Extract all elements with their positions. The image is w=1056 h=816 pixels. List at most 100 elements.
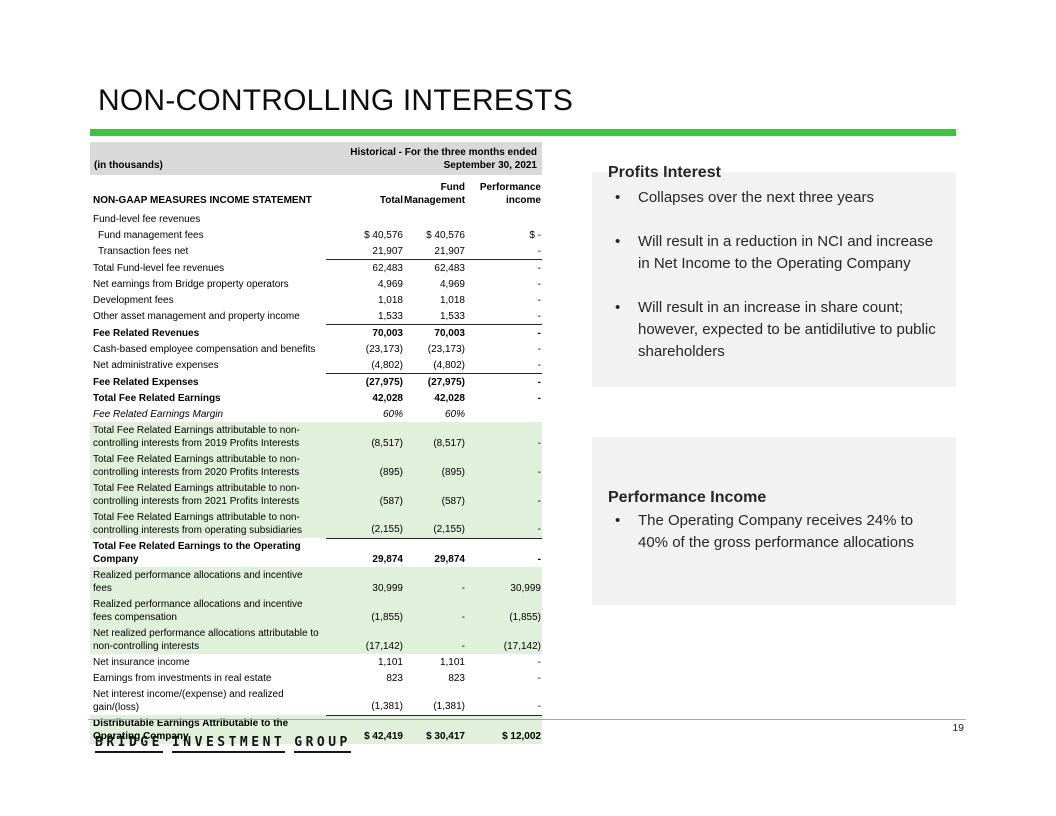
- row-label: Fee Related Earnings Margin: [93, 408, 224, 420]
- table-row: Development fees 1,018 1,018 -: [90, 292, 542, 308]
- row-label: Fund management fees: [98, 229, 204, 241]
- row-value-fund-management: 62,483: [404, 259, 466, 276]
- row-value-fund-management: (895): [441, 466, 465, 478]
- table-row: Transaction fees net 21,907 21,907 -: [90, 243, 542, 260]
- row-value-performance-income: -: [537, 466, 541, 478]
- row-value-fund-management: -: [461, 582, 465, 594]
- logo-word: INVESTMENT: [171, 735, 286, 753]
- row-value-total: (1,381): [371, 701, 403, 712]
- table-row: Realized performance allocations and inc…: [90, 567, 542, 596]
- row-value-total: 21,907: [372, 245, 403, 257]
- row-value-performance-income: -: [537, 310, 541, 322]
- row-value-fund-management: (4,802): [433, 359, 465, 371]
- row-label: Earnings from investments in real estate: [93, 672, 272, 684]
- row-value-total: 60%: [382, 408, 403, 420]
- row-label: Net insurance income: [93, 656, 190, 668]
- profits-interest-bullet-list: Collapses over the next three years Will …: [608, 187, 940, 363]
- row-label: Fee Related Expenses: [93, 376, 199, 388]
- row-value-fund-management: 60%: [444, 408, 465, 420]
- row-value-total: (23,173): [365, 343, 403, 355]
- row-value-total: 4,969: [377, 278, 403, 290]
- row-value-fund-management: 1,101: [439, 656, 465, 668]
- row-label: Cash-based employee compensation and ben…: [93, 343, 316, 355]
- table-row: Total Fund-level fee revenues 62,483 62,…: [90, 259, 542, 276]
- profits-interest-note-box: Profits Interest Collapses over the next…: [592, 164, 956, 387]
- row-value-fund-management: (8,517): [433, 437, 465, 449]
- row-value-performance-income: -: [537, 524, 541, 535]
- row-value-fund-management: (27,975): [404, 373, 466, 390]
- row-value-performance-income: -: [537, 672, 541, 684]
- row-label: Transaction fees net: [98, 246, 189, 257]
- table-row: Net administrative expenses (4,802) (4,8…: [90, 357, 542, 374]
- logo-word: BRIDGE: [95, 735, 163, 753]
- table-row: Other asset management and property inco…: [90, 308, 542, 325]
- row-value-total: 62,483: [326, 259, 404, 276]
- row-value-fund-management: 21,907: [434, 245, 465, 257]
- row-value-fund-management: [404, 211, 466, 227]
- row-value-performance-income: (17,142): [503, 640, 541, 652]
- row-value-performance-income: $ -: [529, 229, 541, 241]
- table-row: Realized performance allocations and inc…: [90, 596, 542, 625]
- row-value-total: 823: [386, 672, 403, 684]
- row-label: Development fees: [93, 294, 174, 306]
- table-row: Total Fee Related Earnings attributable …: [90, 451, 542, 480]
- bullet-item: The Operating Company receives 24% to 40…: [608, 510, 940, 554]
- table-row: Fund management fees $ 40,576 $ 40,576 $…: [90, 227, 542, 243]
- row-value-performance-income: -: [537, 392, 541, 404]
- row-value-total: (17,142): [365, 640, 403, 652]
- performance-income-heading: Performance Income: [608, 488, 767, 506]
- row-value-fund-management: 70,003: [404, 324, 466, 341]
- row-value-fund-management: 1,533: [439, 310, 465, 322]
- row-label: Total Fund-level fee revenues: [93, 262, 225, 274]
- page-title: NON-CONTROLLING INTERESTS: [98, 84, 574, 117]
- row-value-total: 42,028: [372, 392, 403, 404]
- row-label: Total Fee Related Earnings attributable …: [93, 511, 302, 536]
- row-label: Fund-level fee revenues: [93, 213, 201, 225]
- table-row: Net interest income/(expense) and realiz…: [90, 686, 542, 715]
- row-value-fund-management: -: [461, 640, 465, 652]
- row-value-fund-management: (2,155): [433, 524, 465, 535]
- column-header-statement: NON-GAAP MEASURES INCOME STATEMENT: [93, 195, 312, 206]
- row-label: Net administrative expenses: [93, 360, 219, 371]
- performance-income-note-box: Performance Income The Operating Company…: [592, 437, 956, 605]
- row-value-total: (8,517): [371, 437, 403, 449]
- row-value-total: 70,003: [326, 324, 404, 341]
- row-value-performance-income: -: [466, 373, 542, 390]
- row-value-performance-income: -: [537, 278, 541, 290]
- row-value-fund-management: $ 40,576: [426, 229, 465, 241]
- row-label: Total Fee Related Earnings attributable …: [93, 453, 300, 478]
- row-value-total: 1,533: [377, 310, 403, 322]
- row-value-performance-income: (1,855): [509, 611, 541, 623]
- row-value-total: 29,874: [326, 537, 404, 567]
- bullet-item: Will result in an increase in share coun…: [608, 297, 940, 363]
- page-number: 19: [952, 722, 964, 734]
- row-value-fund-management: (587): [441, 495, 465, 507]
- row-label: Realized performance allocations and inc…: [93, 598, 303, 623]
- row-value-performance-income: -: [466, 324, 542, 341]
- row-value-total: (1,855): [371, 611, 403, 623]
- column-header-total: Total: [379, 195, 403, 206]
- row-value-fund-management: 42,028: [434, 392, 465, 404]
- row-value-fund-management: 823: [448, 672, 465, 684]
- logo-word: GROUP: [294, 735, 351, 753]
- table-row: Earnings from investments in real estate…: [90, 670, 542, 686]
- table-row: Fee Related Expenses (27,975) (27,975) -: [90, 373, 542, 390]
- table-row: Fund-level fee revenues: [90, 211, 542, 227]
- table-row: Net insurance income 1,101 1,101 -: [90, 654, 542, 670]
- table-row: Net earnings from Bridge property operat…: [90, 276, 542, 292]
- bullet-item: Collapses over the next three years: [608, 187, 940, 209]
- row-value-total: (2,155): [371, 524, 403, 535]
- table-row: Fee Related Earnings Margin 60% 60%: [90, 406, 542, 422]
- table-row: Total Fee Related Earnings attributable …: [90, 422, 542, 451]
- table-header-band: (in thousands) Historical - For the thre…: [90, 142, 542, 175]
- table-row: Total Fee Related Earnings to the Operat…: [90, 537, 542, 567]
- row-label: Total Fee Related Earnings: [93, 392, 221, 404]
- row-value-fund-management: 4,969: [439, 278, 465, 290]
- table-row: Total Fee Related Earnings attributable …: [90, 480, 542, 509]
- table-row: Total Fee Related Earnings 42,028 42,028…: [90, 390, 542, 406]
- row-value-total: (895): [379, 466, 403, 478]
- row-value-total: 1,101: [377, 656, 403, 668]
- table-row: Net realized performance allocations att…: [90, 625, 542, 654]
- row-label: Net realized performance allocations att…: [93, 627, 319, 652]
